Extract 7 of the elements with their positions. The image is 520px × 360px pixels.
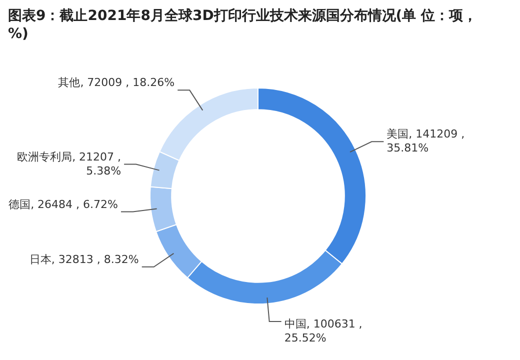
title: 图表9：截止2021年8月全球3D打印行业技术来源国分布情况(单 位：项，%) <box>8 8 478 42</box>
slice-label: 中国, 100631 , 25.52% <box>284 317 362 344</box>
slice-label: 其他, 72009 , 18.26% <box>58 76 175 90</box>
slice-label: 美国, 141209 , 35.81% <box>386 128 465 155</box>
slice-label: 日本, 32813 , 8.32% <box>29 252 139 266</box>
slice-label: 德国, 26484 , 6.72% <box>8 198 118 211</box>
slice-label: 欧洲专利局, 21207 , 5.38% <box>17 150 122 178</box>
